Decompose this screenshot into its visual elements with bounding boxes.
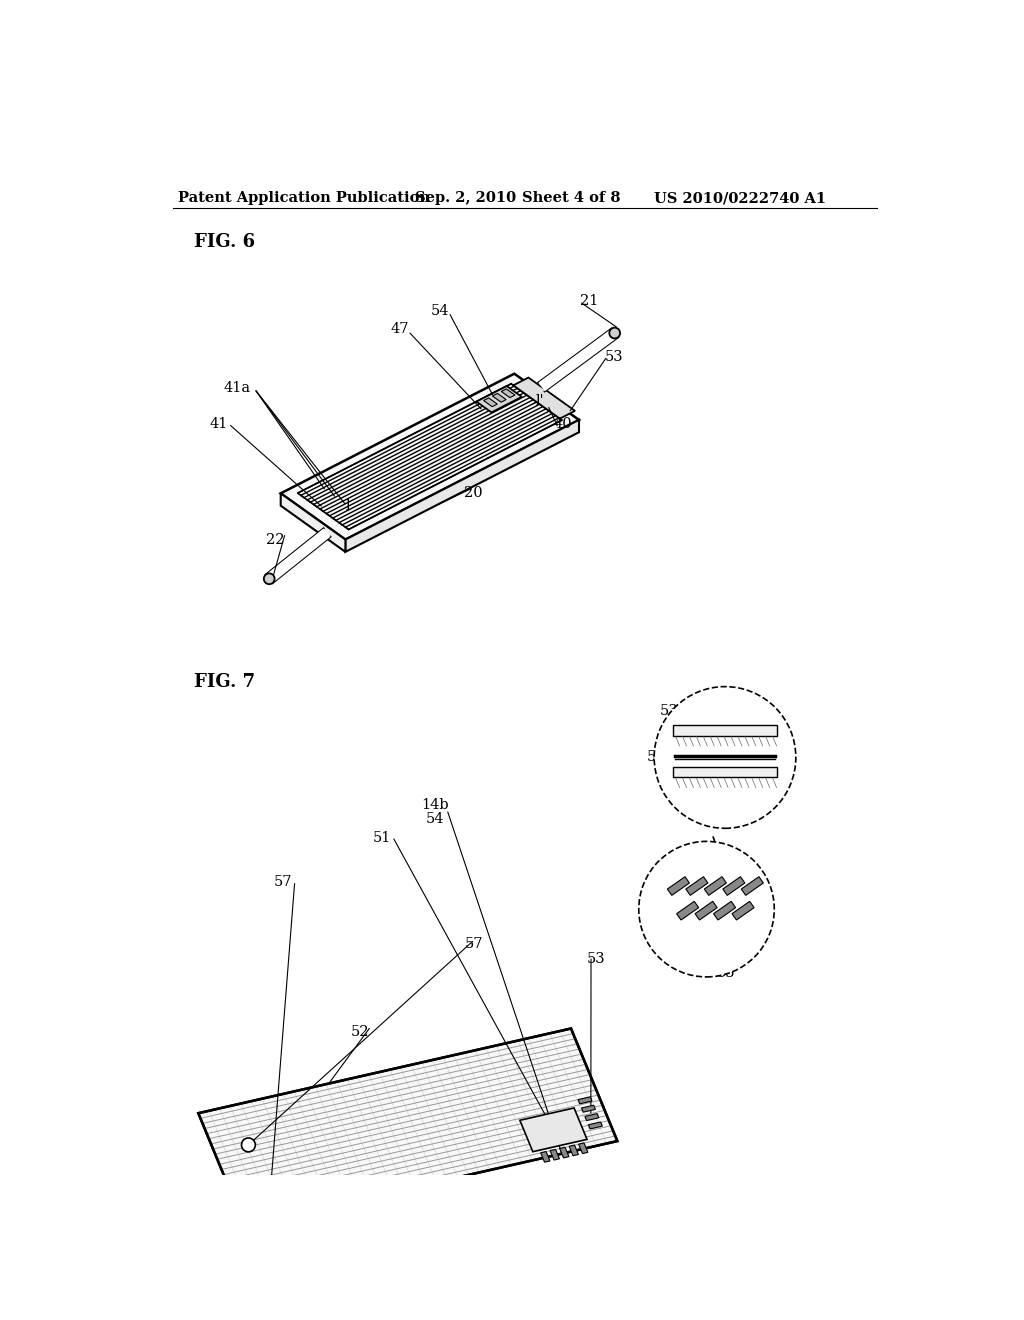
Polygon shape [582, 1105, 595, 1113]
Text: 53: 53 [660, 705, 679, 718]
Polygon shape [539, 329, 617, 391]
Polygon shape [677, 902, 698, 920]
Text: 41a: 41a [223, 381, 251, 395]
Text: l': l' [536, 393, 545, 408]
Polygon shape [266, 528, 331, 583]
Text: l: l [345, 499, 350, 513]
Polygon shape [668, 876, 689, 895]
Polygon shape [714, 902, 735, 920]
Text: 54: 54 [426, 812, 444, 826]
Ellipse shape [609, 327, 621, 338]
Polygon shape [345, 420, 579, 552]
Polygon shape [513, 378, 575, 418]
Text: 14a: 14a [731, 871, 759, 884]
Polygon shape [579, 1143, 588, 1154]
Bar [673, 767, 777, 777]
Text: 22: 22 [266, 532, 285, 546]
Text: 40: 40 [554, 417, 572, 432]
Polygon shape [723, 876, 744, 895]
Text: 20: 20 [464, 486, 482, 500]
Polygon shape [569, 1144, 579, 1156]
Text: 51: 51 [373, 830, 391, 845]
Polygon shape [732, 902, 754, 920]
Text: 50: 50 [646, 751, 665, 764]
Polygon shape [550, 1150, 559, 1160]
Polygon shape [493, 393, 506, 403]
Text: 53: 53 [717, 966, 735, 979]
Text: 53: 53 [605, 350, 624, 364]
Polygon shape [686, 876, 708, 895]
Circle shape [263, 1191, 276, 1204]
Polygon shape [541, 1151, 550, 1162]
Polygon shape [705, 876, 726, 895]
Text: 57: 57 [273, 875, 292, 890]
Polygon shape [199, 1028, 617, 1226]
Text: 21: 21 [580, 294, 598, 308]
Polygon shape [589, 1122, 602, 1129]
Text: 55: 55 [698, 803, 717, 816]
Polygon shape [741, 876, 763, 895]
Text: 47: 47 [391, 322, 410, 337]
Text: 53: 53 [587, 952, 605, 966]
Text: FIG. 6: FIG. 6 [194, 232, 255, 251]
Circle shape [654, 686, 796, 829]
Polygon shape [483, 397, 498, 407]
Text: US 2010/0222740 A1: US 2010/0222740 A1 [654, 191, 826, 206]
Text: 41: 41 [210, 417, 228, 432]
Polygon shape [560, 1147, 569, 1158]
Text: 57: 57 [465, 937, 483, 950]
Polygon shape [281, 494, 345, 552]
Text: Patent Application Publication: Patent Application Publication [178, 191, 430, 206]
Polygon shape [502, 389, 515, 397]
Text: FIG. 7: FIG. 7 [194, 673, 255, 690]
Circle shape [639, 841, 774, 977]
Polygon shape [585, 1114, 599, 1121]
Polygon shape [695, 902, 717, 920]
Bar [673, 725, 777, 737]
Text: Sep. 2, 2010: Sep. 2, 2010 [416, 191, 516, 206]
Text: 14b: 14b [422, 799, 450, 812]
Text: Sheet 4 of 8: Sheet 4 of 8 [521, 191, 621, 206]
Text: 54: 54 [431, 304, 450, 318]
Polygon shape [281, 374, 579, 540]
Text: 14a: 14a [753, 711, 779, 726]
Polygon shape [579, 1097, 592, 1104]
Text: 52: 52 [351, 1026, 370, 1039]
Polygon shape [520, 1107, 587, 1151]
Circle shape [242, 1138, 255, 1152]
Text: 14a: 14a [733, 808, 760, 821]
Ellipse shape [264, 573, 274, 585]
Polygon shape [476, 385, 522, 412]
